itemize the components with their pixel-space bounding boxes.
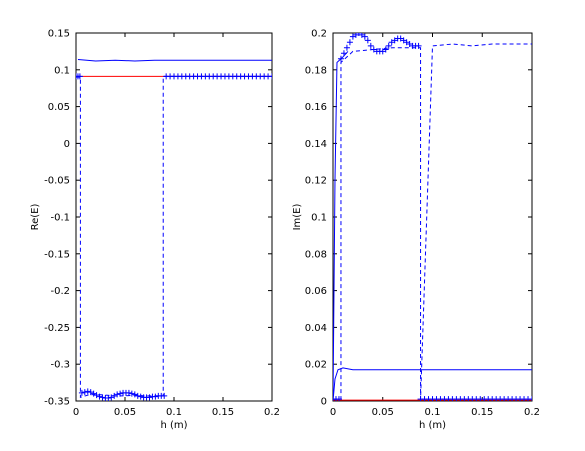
right-series-0-line [333, 367, 532, 401]
left-series-4-point [108, 394, 115, 401]
left-x-tick-label: 0.2 [264, 407, 280, 418]
left-x-tick-label: 0.15 [212, 407, 234, 418]
left-series-4-point [152, 393, 159, 400]
left-series-0-line [77, 59, 272, 62]
left-series-group [76, 59, 272, 401]
left-series-4-point [111, 392, 118, 399]
right-series-5-point [340, 50, 347, 57]
right-y-tick-label: 0.18 [305, 65, 327, 76]
right-series-4-markers [333, 396, 532, 401]
right-series-5-point [415, 42, 422, 49]
left-y-tick-label: -0.25 [44, 323, 70, 334]
left-series-4-markers [78, 388, 168, 401]
right-y-tick-label: 0.08 [305, 249, 327, 260]
left-series-4-point [96, 393, 103, 400]
right-y-tick-label: 0.2 [311, 29, 327, 40]
right-y-tick-label: 0.04 [305, 323, 327, 334]
left-series-4-point [131, 391, 138, 398]
right-x-tick-label: 0.1 [425, 407, 441, 418]
left-y-tick-label: 0.15 [48, 29, 70, 40]
left-series-3-point [76, 73, 83, 80]
right-x-tick-label: 0.15 [471, 407, 493, 418]
right-series-group [333, 33, 532, 401]
right-x-tick-label: 0 [330, 407, 336, 418]
left-series-4-point [137, 393, 144, 400]
left-y-tick-label: 0.1 [54, 65, 70, 76]
left-series-4-point [161, 392, 168, 399]
right-plot-frame [332, 32, 533, 402]
left-y-tick-label: -0.3 [50, 360, 70, 371]
right-y-tick-label: 0.12 [305, 176, 327, 187]
right-y-tick-label: 0 [321, 397, 327, 408]
right-series-5-point [385, 42, 392, 49]
left-series-4-point [99, 394, 106, 401]
left-y-tick-label: -0.1 [50, 213, 70, 224]
right-series-4-point [529, 396, 532, 401]
left-series-4-point [90, 390, 97, 397]
left-y-tick-label: -0.35 [44, 397, 70, 408]
left-y-axis-label: Re(E) [30, 204, 41, 231]
left-series-3-point [269, 73, 272, 80]
right-y-tick-label: 0.16 [305, 102, 327, 113]
left-series-4-point [117, 390, 124, 397]
right-y-axis-label: Im(E) [292, 203, 303, 230]
left-series-4-point [81, 389, 88, 396]
left-series-4-point [125, 389, 132, 396]
left-y-tick-label: 0.05 [48, 102, 70, 113]
right-series-4-point [335, 396, 342, 401]
right-series-5-point [343, 44, 350, 51]
right-panel: 0 0.05 0.1 0.15 0.2 0 0.02 0.04 0.06 0.08 0.1 0.12 0… [292, 29, 540, 432]
left-series-4-point [78, 389, 85, 396]
left-series-4-point [84, 388, 91, 395]
right-series-5-point [382, 46, 389, 53]
left-y-tick-label: -0.05 [44, 176, 70, 187]
right-series-5-point [352, 33, 359, 38]
right-series-5-point [364, 37, 371, 44]
left-y-tick-label: 0 [64, 139, 70, 150]
left-series-4-point [146, 394, 153, 401]
left-series-4-point [114, 391, 121, 398]
right-x-axis-label: h (m) [419, 420, 446, 431]
right-series-5-point [361, 33, 368, 40]
left-series-4-point [105, 395, 112, 401]
left-x-tick-label: 0.1 [166, 407, 182, 418]
right-y-tick-label: 0.06 [305, 286, 327, 297]
right-x-tick-label: 0.2 [524, 407, 540, 418]
left-series-3-markers [76, 73, 272, 80]
right-series-5-point [337, 55, 344, 62]
right-y-tick-label: 0.02 [305, 360, 327, 371]
right-series-5-markers [337, 33, 422, 62]
left-series-4-point [87, 389, 94, 396]
right-x-tick-label: 0.05 [372, 407, 394, 418]
right-series-5-point [346, 39, 353, 46]
left-x-tick-label: 0.05 [114, 407, 136, 418]
left-plot-frame [75, 32, 273, 402]
right-y-tick-label: 0.14 [305, 139, 327, 150]
left-series-4-point [134, 392, 141, 399]
left-x-axis-label: h (m) [160, 420, 187, 431]
left-y-tick-label: -0.15 [44, 249, 70, 260]
left-panel: 0 0.05 0.1 0.15 0.2 -0.35 -0.3 -0.25 -0.2 -0.15 -0… [30, 29, 280, 432]
right-y-tick-label: 0.1 [311, 213, 327, 224]
left-y-tick-label: -0.2 [50, 286, 70, 297]
left-series-4-point [128, 390, 135, 397]
right-series-2-line [333, 43, 532, 400]
left-series-4-point [93, 392, 100, 399]
left-x-tick-label: 0 [73, 407, 79, 418]
right-series-5-point [367, 42, 374, 49]
